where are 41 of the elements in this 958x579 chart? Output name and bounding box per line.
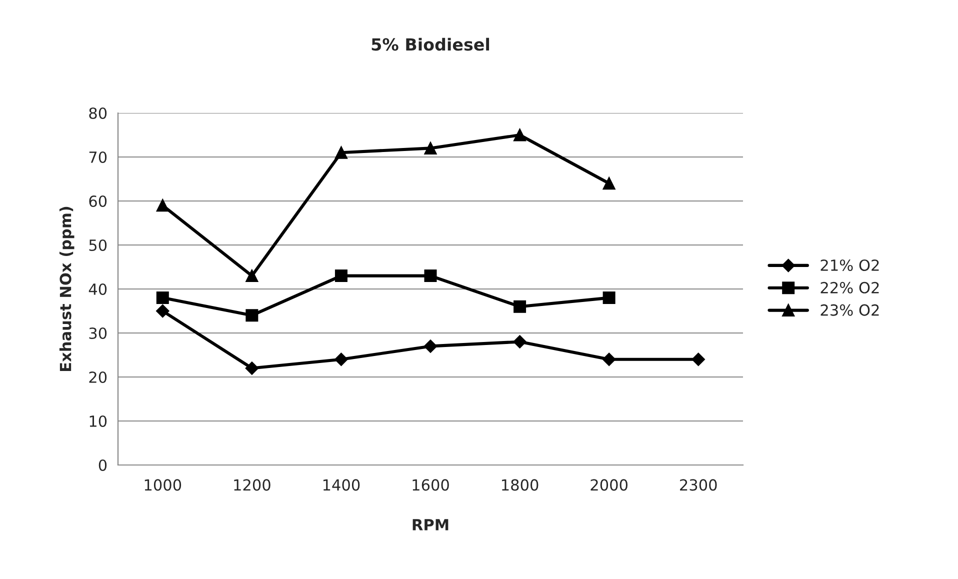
chart-title: 5% Biodiesel <box>372 38 490 51</box>
point <box>424 270 437 282</box>
point <box>514 128 526 142</box>
x-axis-title: RPM <box>412 519 448 530</box>
y-tick-label: 80 <box>89 107 107 120</box>
y-tick-label: 10 <box>90 415 107 428</box>
point <box>514 300 526 313</box>
point <box>156 292 169 304</box>
x-tick-label: 1800 <box>502 479 538 491</box>
y-tick-label: 50 <box>89 239 107 252</box>
point <box>602 352 616 366</box>
point <box>424 142 437 154</box>
y-tick-label: 70 <box>89 151 107 164</box>
point <box>424 340 438 353</box>
legend-label: 23% O2 <box>820 304 879 316</box>
point <box>246 309 258 322</box>
point <box>513 335 526 348</box>
y-tick-label: 0 <box>98 459 107 472</box>
x-tick-label: 1600 <box>412 479 449 491</box>
x-tick-label: 1000 <box>144 479 182 491</box>
y-tick-label: 40 <box>88 283 107 296</box>
y-tick-label: 60 <box>89 195 107 208</box>
y-axis-title: Exhaust NOx (ppm) <box>59 206 74 371</box>
point <box>334 270 348 282</box>
x-tick-label: 2300 <box>680 479 717 491</box>
point <box>334 352 348 366</box>
legend-label: 21% O2 <box>820 259 879 272</box>
y-tick-label: 20 <box>89 371 107 384</box>
x-tick-label: 1200 <box>234 479 270 491</box>
point <box>245 362 259 375</box>
x-tick-label: 1400 <box>323 479 360 491</box>
y-tick-label: 30 <box>89 327 107 340</box>
point <box>334 146 348 159</box>
point <box>602 177 616 190</box>
point <box>602 292 616 304</box>
point <box>692 352 705 366</box>
point <box>246 270 258 282</box>
point <box>156 199 169 212</box>
point <box>156 304 170 318</box>
legend-label: 22% O2 <box>820 282 879 294</box>
x-tick-label: 2000 <box>590 479 628 491</box>
